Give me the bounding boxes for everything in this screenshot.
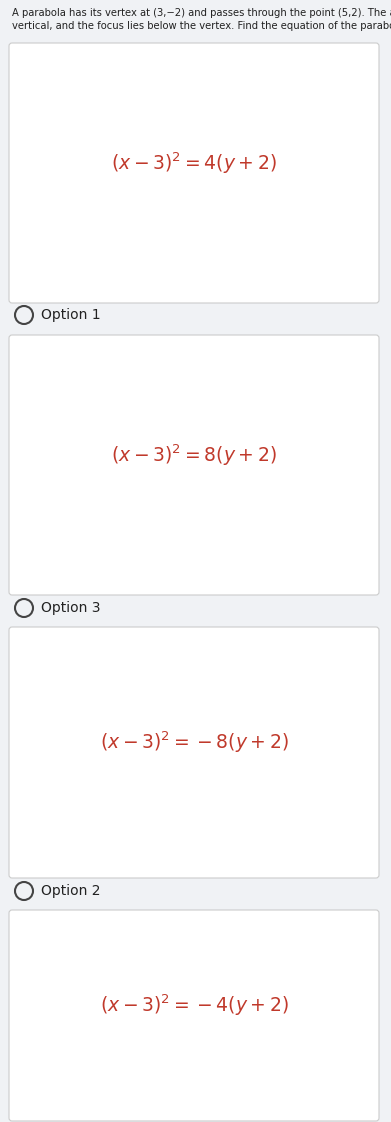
Text: $(x - 3)^2 = 4(y + 2)$: $(x - 3)^2 = 4(y + 2)$	[111, 150, 277, 176]
FancyBboxPatch shape	[9, 43, 379, 303]
Text: A parabola has its vertex at (3,−2) and passes through the point (5,2). The axis: A parabola has its vertex at (3,−2) and …	[12, 8, 391, 31]
Text: $(x - 3)^2 = 8(y + 2)$: $(x - 3)^2 = 8(y + 2)$	[111, 442, 277, 468]
Text: Option 3: Option 3	[41, 601, 100, 615]
FancyBboxPatch shape	[9, 335, 379, 595]
FancyBboxPatch shape	[9, 910, 379, 1121]
Text: Option 1: Option 1	[41, 309, 100, 322]
Text: Option 2: Option 2	[41, 884, 100, 898]
Text: $(x - 3)^2 = -8(y + 2)$: $(x - 3)^2 = -8(y + 2)$	[100, 729, 289, 755]
Text: $(x - 3)^2 = -4(y + 2)$: $(x - 3)^2 = -4(y + 2)$	[100, 993, 289, 1019]
FancyBboxPatch shape	[9, 627, 379, 879]
